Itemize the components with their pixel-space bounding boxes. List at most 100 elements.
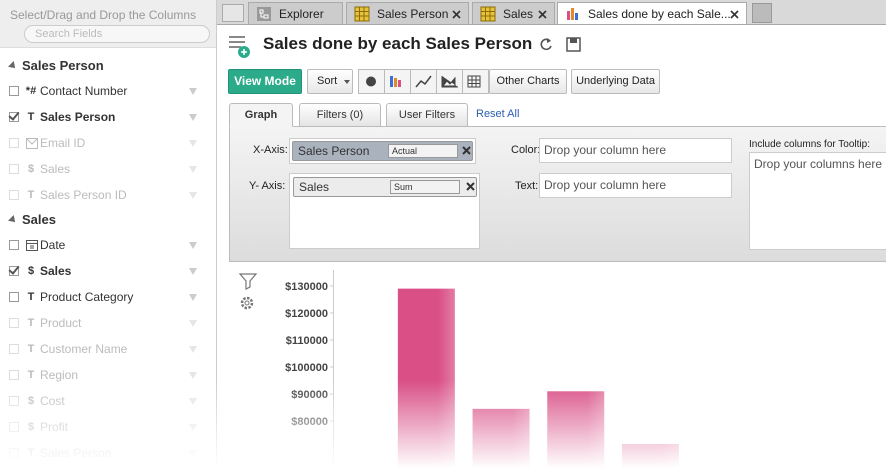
field-row[interactable]: T Customer Name	[0, 336, 216, 362]
checkbox[interactable]	[9, 86, 19, 96]
checkbox[interactable]	[9, 344, 19, 354]
new-tab-button[interactable]	[752, 3, 772, 23]
chart-type-buttons[interactable]	[358, 69, 489, 94]
settings-icon[interactable]	[240, 296, 254, 310]
filter-icon[interactable]	[189, 372, 197, 379]
sort-button[interactable]: Sort	[307, 69, 353, 94]
underlying-data-button[interactable]: Underlying Data	[571, 69, 660, 94]
remove-icon[interactable]	[462, 146, 471, 155]
field-row[interactable]: T Sales Person	[0, 440, 216, 466]
sidebar-header: Select/Drag and Drop the Columns Search …	[0, 0, 216, 48]
close-tab-icon[interactable]	[452, 10, 461, 19]
tab[interactable]: Sales Person	[346, 2, 469, 24]
field-row[interactable]: Email ID	[0, 130, 216, 156]
filter-icon[interactable]	[189, 166, 197, 173]
bar[interactable]	[472, 408, 530, 468]
filter-icon[interactable]	[189, 320, 197, 327]
field-row[interactable]: $ Profit	[0, 414, 216, 440]
tab[interactable]: Explorer	[248, 2, 343, 24]
title-actions[interactable]	[537, 36, 587, 54]
reset-link[interactable]: Reset All	[476, 108, 520, 120]
field-icon: $	[27, 265, 35, 277]
field-row[interactable]: T Region	[0, 362, 216, 388]
close-tab-icon[interactable]	[538, 10, 547, 19]
filter-icon[interactable]	[189, 242, 197, 249]
y-axis-function[interactable]: Sum	[390, 180, 460, 194]
checkbox[interactable]	[9, 266, 19, 276]
field-name: Sales	[40, 264, 72, 278]
filter-icon[interactable]	[189, 192, 197, 199]
tooltip-shelf[interactable]: Drop your columns here	[749, 152, 886, 250]
color-shelf[interactable]: Drop your column here	[539, 138, 732, 163]
checkbox[interactable]	[9, 396, 19, 406]
checkbox[interactable]	[9, 240, 19, 250]
field-name: Sales Person ID	[40, 188, 127, 202]
checkbox[interactable]	[9, 318, 19, 328]
filter-icon[interactable]	[189, 450, 197, 457]
designer-tab[interactable]: Graph	[229, 103, 293, 127]
field-row[interactable]: T Product Category	[0, 284, 216, 310]
y-axis-column[interactable]: Sales Sum	[293, 177, 477, 197]
view-mode-button[interactable]: View Mode	[228, 69, 302, 94]
checkbox[interactable]	[9, 190, 19, 200]
designer-tab[interactable]: Filters (0)	[299, 103, 381, 127]
field-icon	[26, 138, 38, 149]
icon-shape	[481, 7, 495, 21]
field-row[interactable]: *# Contact Number	[0, 78, 216, 104]
x-axis-label: X-Axis:	[253, 144, 288, 156]
filter-icon[interactable]	[189, 346, 197, 353]
tab-label: Sales Person	[377, 7, 449, 21]
icon-shape	[480, 6, 496, 22]
field-icon: T	[27, 291, 35, 303]
x-axis-column[interactable]: Sales Person Actual	[292, 141, 473, 161]
checkbox[interactable]	[9, 138, 19, 148]
field-name: Email ID	[40, 136, 86, 150]
checkbox[interactable]	[9, 422, 19, 432]
tab[interactable]: Sales done by each Sale...	[557, 2, 747, 24]
y-axis-column-name: Sales	[299, 180, 330, 194]
filter-icon[interactable]	[189, 268, 197, 275]
filter-icon[interactable]	[189, 88, 197, 95]
filter-icon[interactable]	[189, 398, 197, 405]
bar[interactable]	[397, 288, 455, 468]
collapse-button[interactable]	[222, 4, 244, 22]
close-tab-icon[interactable]	[730, 10, 739, 19]
bar[interactable]	[547, 391, 605, 468]
search-box[interactable]: Search Fields	[24, 25, 210, 43]
field-name: Date	[40, 238, 66, 252]
remove-icon[interactable]	[466, 182, 475, 191]
bar[interactable]	[621, 443, 679, 468]
field-icon: T	[27, 447, 35, 459]
field-name: Customer Name	[40, 342, 128, 356]
filter-icon[interactable]	[189, 114, 197, 121]
designer-tab[interactable]: User Filters	[386, 103, 468, 127]
field-row[interactable]: $ Cost	[0, 388, 216, 414]
filter-icon[interactable]	[238, 273, 258, 290]
field-row[interactable]: T Sales Person ID	[0, 182, 216, 208]
tab[interactable]: Sales	[472, 2, 555, 24]
field-row[interactable]: Date	[0, 232, 216, 258]
filter-icon[interactable]	[189, 424, 197, 431]
checkbox[interactable]	[9, 164, 19, 174]
field-row[interactable]: $ Sales	[0, 156, 216, 182]
text-shelf[interactable]: Drop your column here	[539, 173, 732, 198]
group-header[interactable]: Sales Person	[0, 54, 216, 78]
checkbox[interactable]	[9, 370, 19, 380]
tab-icon	[480, 6, 496, 22]
filter-icon[interactable]	[189, 140, 197, 147]
field-row[interactable]: $ Sales	[0, 258, 216, 284]
field-row[interactable]: T Product	[0, 310, 216, 336]
icon-shape	[730, 10, 739, 19]
other-charts-button[interactable]: Other Charts	[489, 69, 567, 94]
report-title: Sales done by each Sales Person	[263, 34, 533, 53]
field-row[interactable]: T Sales Person	[0, 104, 216, 130]
icon-shape	[538, 10, 547, 19]
checkbox[interactable]	[9, 112, 19, 122]
checkbox[interactable]	[9, 292, 19, 302]
icon-shape	[452, 10, 461, 19]
checkbox[interactable]	[9, 448, 19, 458]
designer-panel: X-Axis: Sales Person Actual Y- Axis: Sal…	[229, 126, 886, 262]
x-axis-function[interactable]: Actual	[388, 144, 458, 158]
filter-icon[interactable]	[189, 294, 197, 301]
group-header[interactable]: Sales	[0, 208, 216, 232]
